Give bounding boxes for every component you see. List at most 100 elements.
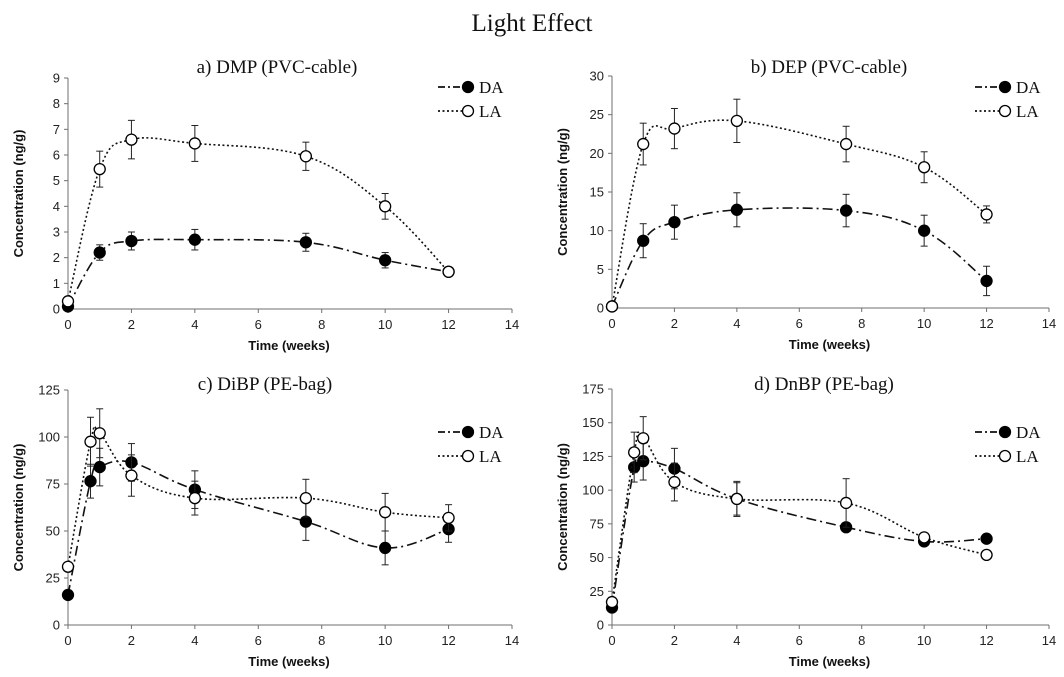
da-data-point xyxy=(61,588,75,602)
legend-marker xyxy=(998,104,1012,118)
chart-title: a) DMP (PVC-cable) xyxy=(197,57,358,78)
legend-label: DA xyxy=(1016,423,1041,442)
legend-label: DA xyxy=(1016,78,1041,97)
la-data-point xyxy=(668,122,681,135)
y-tick-label: 100 xyxy=(38,430,60,445)
legend-label: DA xyxy=(479,78,504,97)
da-data-point xyxy=(188,233,202,246)
la-data-point xyxy=(84,435,97,448)
da-data-point xyxy=(839,204,853,217)
la-data-point xyxy=(668,475,681,489)
la-data-point xyxy=(299,150,313,163)
y-tick-label: 10 xyxy=(590,223,604,238)
la-data-point xyxy=(628,446,641,459)
da-data-point xyxy=(668,216,681,229)
legend-marker xyxy=(998,425,1012,439)
x-tick-label: 12 xyxy=(979,316,993,331)
x-tick-label: 2 xyxy=(128,633,135,648)
da-data-point xyxy=(93,246,106,259)
x-tick-label: 2 xyxy=(671,633,678,648)
da-data-point xyxy=(980,532,993,545)
y-tick-label: 75 xyxy=(46,477,60,492)
y-tick-label: 150 xyxy=(582,415,604,430)
la-data-point xyxy=(125,469,138,482)
chart-title: c) DiBP (PE-bag) xyxy=(198,374,332,395)
da-data-point xyxy=(93,460,106,474)
x-tick-label: 0 xyxy=(64,633,71,648)
la-data-point xyxy=(839,496,853,510)
x-tick-label: 2 xyxy=(671,316,678,331)
y-tick-label: 4 xyxy=(53,199,60,214)
series-la-line xyxy=(67,425,449,567)
x-tick-label: 2 xyxy=(128,317,135,332)
y-tick-label: 8 xyxy=(53,96,60,111)
x-tick-label: 8 xyxy=(318,633,325,648)
la-data-point xyxy=(61,560,75,573)
x-tick-label: 4 xyxy=(191,633,198,648)
legend-label: DA xyxy=(479,423,504,442)
series-da-line xyxy=(67,460,449,596)
y-axis-label: Concentration (ng/g) xyxy=(555,443,570,571)
da-data-point xyxy=(980,274,993,288)
y-tick-label: 125 xyxy=(582,449,604,464)
x-tick-label: 6 xyxy=(255,317,262,332)
x-tick-label: 4 xyxy=(191,317,198,332)
la-data-point xyxy=(637,137,650,151)
x-tick-label: 8 xyxy=(318,317,325,332)
la-data-point xyxy=(637,432,650,445)
y-tick-label: 0 xyxy=(597,618,604,633)
y-tick-label: 0 xyxy=(53,618,60,633)
legend-label: LA xyxy=(479,447,502,466)
da-data-point xyxy=(378,541,392,555)
la-data-point xyxy=(917,161,931,174)
y-tick-label: 50 xyxy=(46,524,60,539)
y-tick-label: 125 xyxy=(38,383,60,398)
x-tick-label: 14 xyxy=(1042,633,1056,648)
series-da-line xyxy=(611,207,988,307)
la-data-point xyxy=(442,511,455,524)
legend-marker xyxy=(461,449,475,463)
y-axis-label: Concentration (ng/g) xyxy=(555,128,570,256)
la-data-point xyxy=(917,531,931,544)
legend-label: LA xyxy=(1016,447,1039,466)
y-tick-label: 100 xyxy=(582,483,604,498)
y-tick-label: 75 xyxy=(590,516,604,531)
y-tick-label: 175 xyxy=(582,382,604,397)
y-tick-label: 2 xyxy=(53,250,60,265)
da-data-point xyxy=(299,236,313,249)
x-axis-label: Time (weeks) xyxy=(789,654,870,669)
y-tick-label: 25 xyxy=(590,584,604,599)
da-data-point xyxy=(299,515,313,528)
la-data-point xyxy=(378,506,392,519)
x-axis-label: Time (weeks) xyxy=(789,337,870,352)
da-data-point xyxy=(917,224,931,237)
y-tick-label: 3 xyxy=(53,225,60,240)
la-data-point xyxy=(93,427,106,440)
legend-marker xyxy=(461,425,475,439)
x-tick-label: 6 xyxy=(796,316,803,331)
la-data-point xyxy=(839,137,853,151)
la-data-point xyxy=(980,208,993,221)
da-data-point xyxy=(730,203,744,216)
x-tick-label: 10 xyxy=(378,317,392,332)
la-data-point xyxy=(730,492,744,506)
la-data-point xyxy=(605,300,619,313)
series-da-line xyxy=(67,238,449,307)
chart-panel-c: c) DiBP (PE-bag) 0 25 50 75 100 125 0 2 4 6 8 10 12 14… xyxy=(11,374,519,669)
la-data-point xyxy=(605,595,619,609)
x-axis-label: Time (weeks) xyxy=(248,654,329,669)
x-tick-label: 0 xyxy=(608,633,615,648)
x-tick-label: 10 xyxy=(378,633,392,648)
la-data-point xyxy=(378,200,392,213)
chart-panel-b: b) DEP (PVC-cable) 0 5 10 15 20 25 30 0 2 4 6 8 10 12 1… xyxy=(555,57,1056,352)
x-tick-label: 4 xyxy=(733,316,740,331)
y-tick-label: 25 xyxy=(590,107,604,122)
da-data-point xyxy=(84,475,97,488)
figure-title: Light Effect xyxy=(471,10,593,37)
da-data-point xyxy=(637,234,650,247)
y-tick-label: 25 xyxy=(46,571,60,586)
x-tick-label: 12 xyxy=(441,633,455,648)
x-tick-label: 6 xyxy=(255,633,262,648)
